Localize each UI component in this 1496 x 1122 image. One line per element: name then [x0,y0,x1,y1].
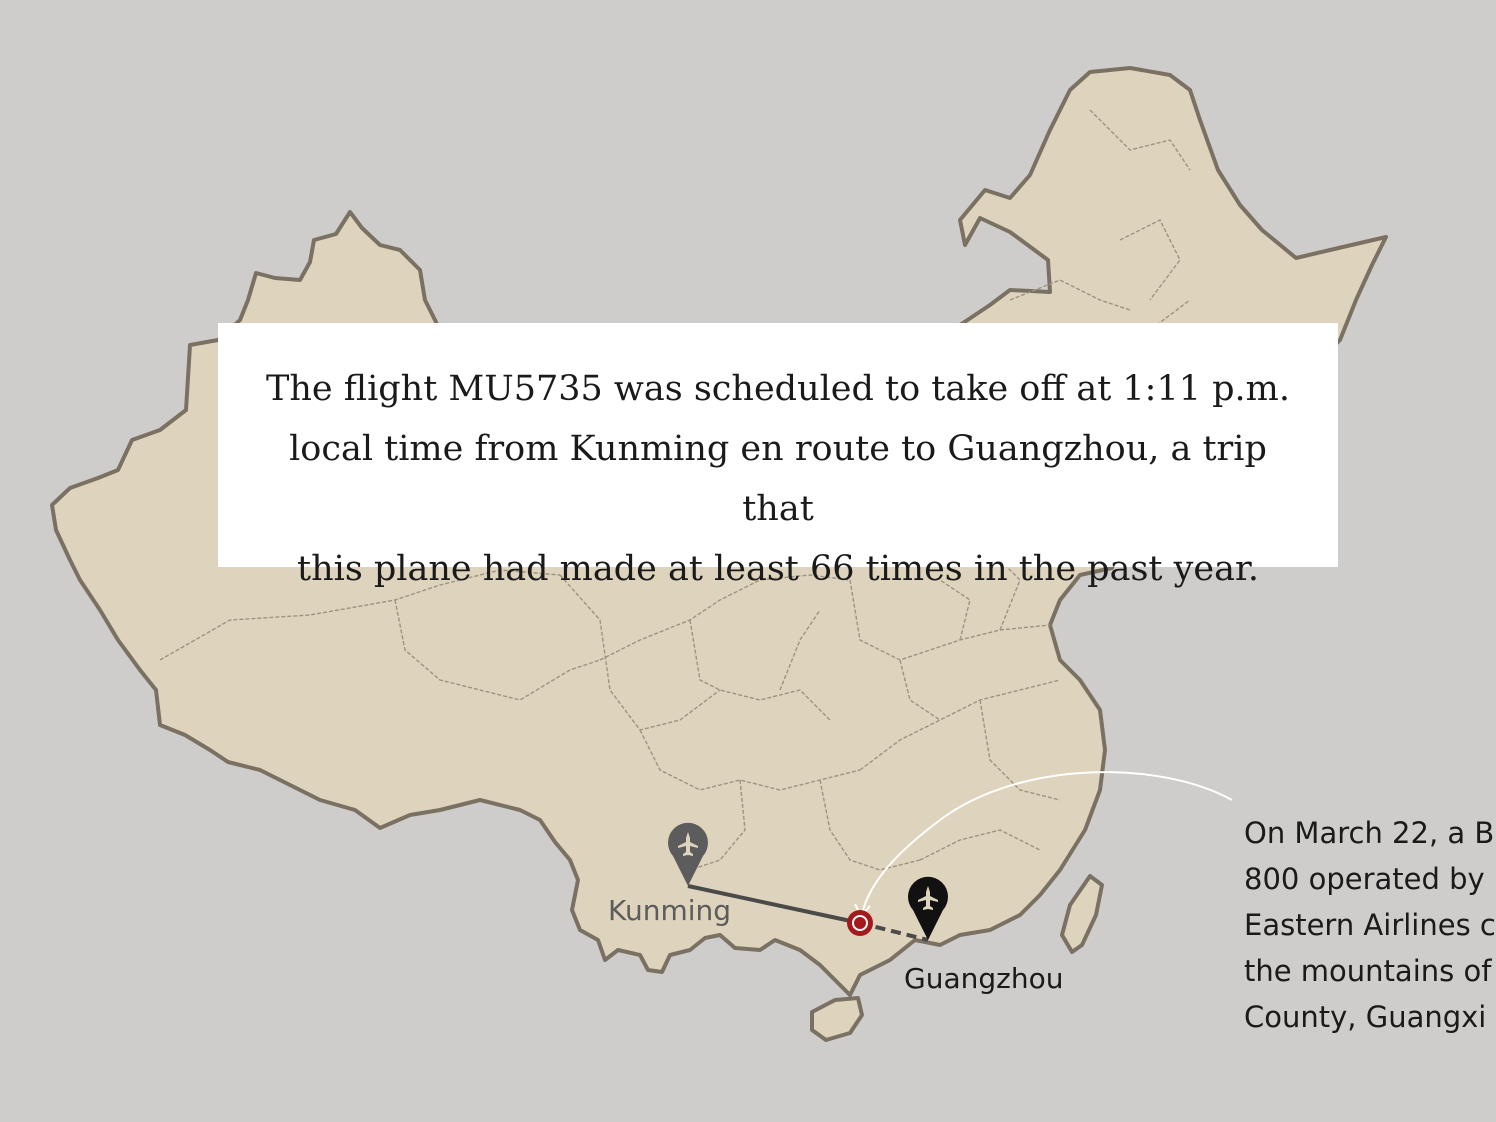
annotation-line: County, Guangxi [1244,1000,1487,1034]
guangzhou-label: Guangzhou [904,962,1064,995]
story-line: this plane had made at least 66 times in… [297,549,1259,589]
flight-path-flown [687,884,861,925]
annotation-leader-line [861,771,1233,915]
hainan-island [810,996,864,1042]
story-line: The flight MU5735 was scheduled to take … [266,369,1290,409]
annotation-line: the mountains of [1244,954,1492,988]
annotation-line: 800 operated by [1244,862,1485,896]
crash-annotation: On March 22, a B 800 operated by Eastern… [1244,810,1496,1040]
annotation-line: On March 22, a B [1244,816,1495,850]
crash-site-icon [847,910,873,936]
kunming-airport-pin-icon [668,822,708,886]
guangzhou-airport-pin-icon [908,876,948,940]
annotation-line: Eastern Airlines c [1244,908,1496,942]
taiwan-island [1060,874,1104,954]
story-text-card: The flight MU5735 was scheduled to take … [218,323,1338,589]
flight-path-remaining [859,921,929,942]
kunming-label: Kunming [608,894,732,927]
story-line: local time from Kunming en route to Guan… [289,429,1267,529]
